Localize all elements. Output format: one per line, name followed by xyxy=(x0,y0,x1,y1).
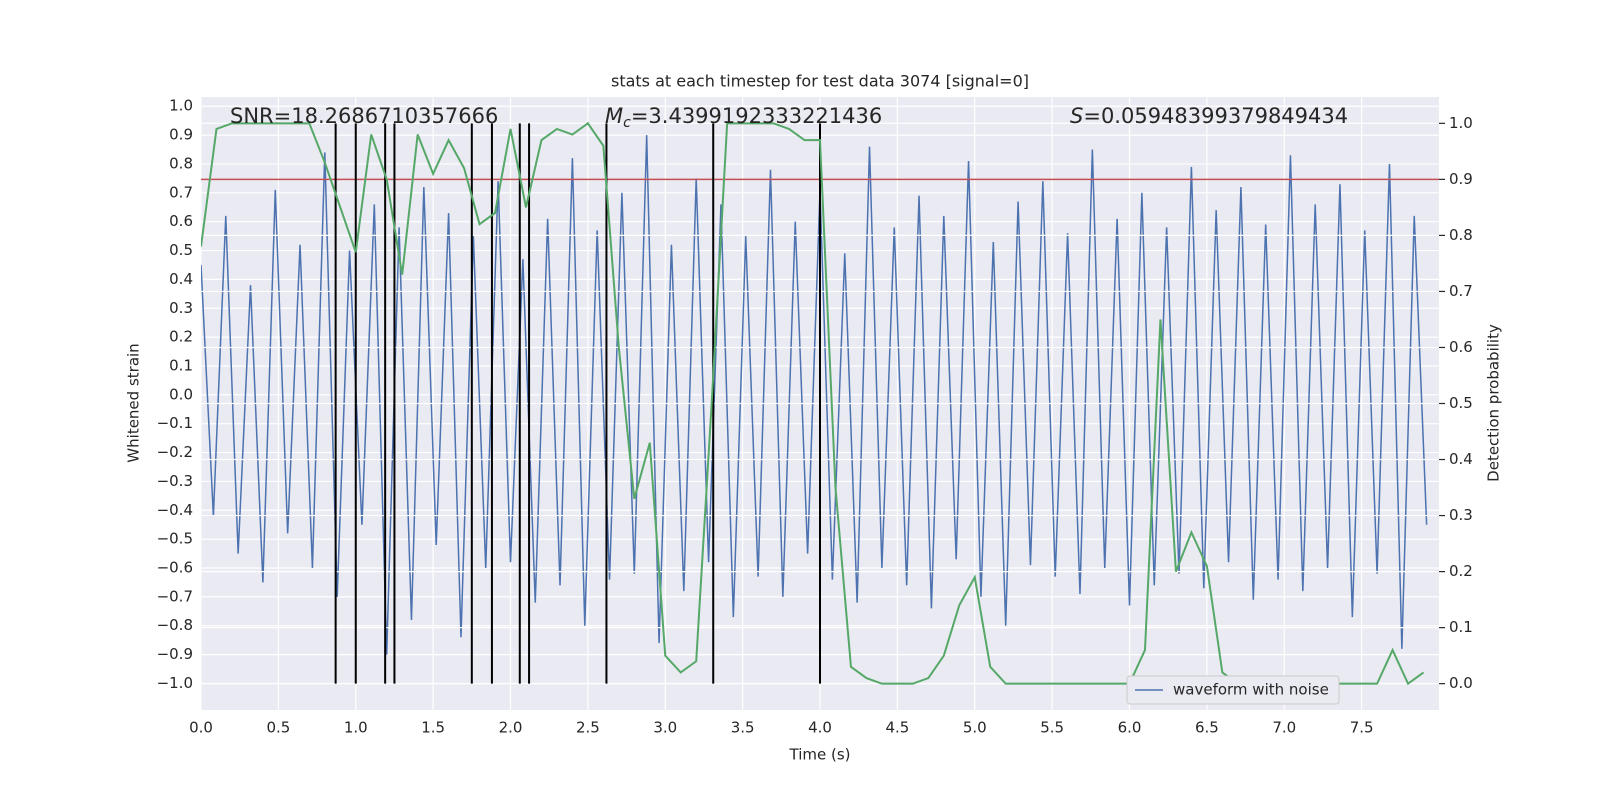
y-tick-label: −0.7 xyxy=(157,587,193,605)
annotation-symbol: M xyxy=(605,104,623,128)
chart-title: stats at each timestep for test data 307… xyxy=(611,72,1029,91)
y2-tick-label: 0.0 xyxy=(1449,674,1473,692)
y2-tick-label: 1.0 xyxy=(1449,114,1473,132)
y-tick-label: 1.0 xyxy=(169,97,193,115)
y-tick-label: 0.1 xyxy=(169,356,193,374)
y2-tick-label: 0.5 xyxy=(1449,394,1473,412)
y2-axis-label: Detection probability xyxy=(1485,324,1503,482)
annotation-text: SNR=18.2686710357666 xyxy=(230,104,498,128)
y2-tick-label: 0.2 xyxy=(1449,562,1473,580)
annotation-subscript: c xyxy=(623,115,631,131)
annotation: SNR=18.2686710357666 xyxy=(230,104,498,128)
y-axis-label: Whitened strain xyxy=(125,343,143,462)
waveform-line xyxy=(201,135,1428,655)
y2-tick-label: 0.3 xyxy=(1449,506,1473,524)
x-tick-label: 2.0 xyxy=(499,719,523,737)
x-tick-label: 0.5 xyxy=(266,719,290,737)
y-tick-label: 0.4 xyxy=(169,270,193,288)
x-tick-label: 3.0 xyxy=(653,719,677,737)
probability-line xyxy=(201,121,1425,686)
annotation: S=0.05948399379849434 xyxy=(1070,104,1348,128)
x-tick-label: 5.0 xyxy=(963,719,987,737)
x-tick-label: 1.0 xyxy=(344,719,368,737)
y-tick-label: −0.1 xyxy=(157,414,193,432)
y-tick-label: −0.6 xyxy=(157,559,193,577)
y2-tick-label: 0.8 xyxy=(1449,226,1473,244)
y-tick-label: 0.6 xyxy=(169,212,193,230)
annotation-symbol: S xyxy=(1070,104,1083,128)
x-axis-label: Time (s) xyxy=(789,746,851,764)
y-tick-label: 0.8 xyxy=(169,154,193,172)
y2-tick-label: 0.9 xyxy=(1449,170,1473,188)
x-tick-label: 1.5 xyxy=(421,719,445,737)
y-tick-label: 0.7 xyxy=(169,183,193,201)
y-tick-label: 0.3 xyxy=(169,299,193,317)
y-tick-label: −0.2 xyxy=(157,443,193,461)
x-tick-label: 6.0 xyxy=(1118,719,1142,737)
x-tick-label: 6.5 xyxy=(1195,719,1219,737)
y-tick-label: 0.9 xyxy=(169,126,193,144)
x-tick-label: 5.5 xyxy=(1040,719,1064,737)
y2-tick-label: 0.6 xyxy=(1449,338,1473,356)
annotation-text: =3.4399192333221436 xyxy=(631,104,882,128)
y-tick-label: −0.4 xyxy=(157,501,193,519)
x-tick-label: 2.5 xyxy=(576,719,600,737)
annotation: Mc=3.4399192333221436 xyxy=(605,104,882,131)
annotation-text: =0.05948399379849434 xyxy=(1083,104,1348,128)
x-tick-label: 0.0 xyxy=(189,719,213,737)
y-tick-label: −0.9 xyxy=(157,645,193,663)
y-tick-label: 0.2 xyxy=(169,328,193,346)
x-tick-label: 3.5 xyxy=(731,719,755,737)
y-tick-label: −0.3 xyxy=(157,472,193,490)
x-tick-label: 7.5 xyxy=(1350,719,1374,737)
x-tick-label: 4.0 xyxy=(808,719,832,737)
legend-label: waveform with noise xyxy=(1173,681,1329,699)
x-tick-label: 4.5 xyxy=(885,719,909,737)
y-tick-label: 0.5 xyxy=(169,241,193,259)
y-tick-label: −0.8 xyxy=(157,616,193,634)
y2-tick-label: 0.7 xyxy=(1449,282,1473,300)
x-tick-label: 7.0 xyxy=(1272,719,1296,737)
y2-tick-label: 0.4 xyxy=(1449,450,1473,468)
y-tick-label: −0.5 xyxy=(157,530,193,548)
y-tick-label: 0.0 xyxy=(169,385,193,403)
legend-box xyxy=(1126,675,1340,705)
y-tick-label: −1.0 xyxy=(157,674,193,692)
y2-tick-label: 0.1 xyxy=(1449,618,1473,636)
